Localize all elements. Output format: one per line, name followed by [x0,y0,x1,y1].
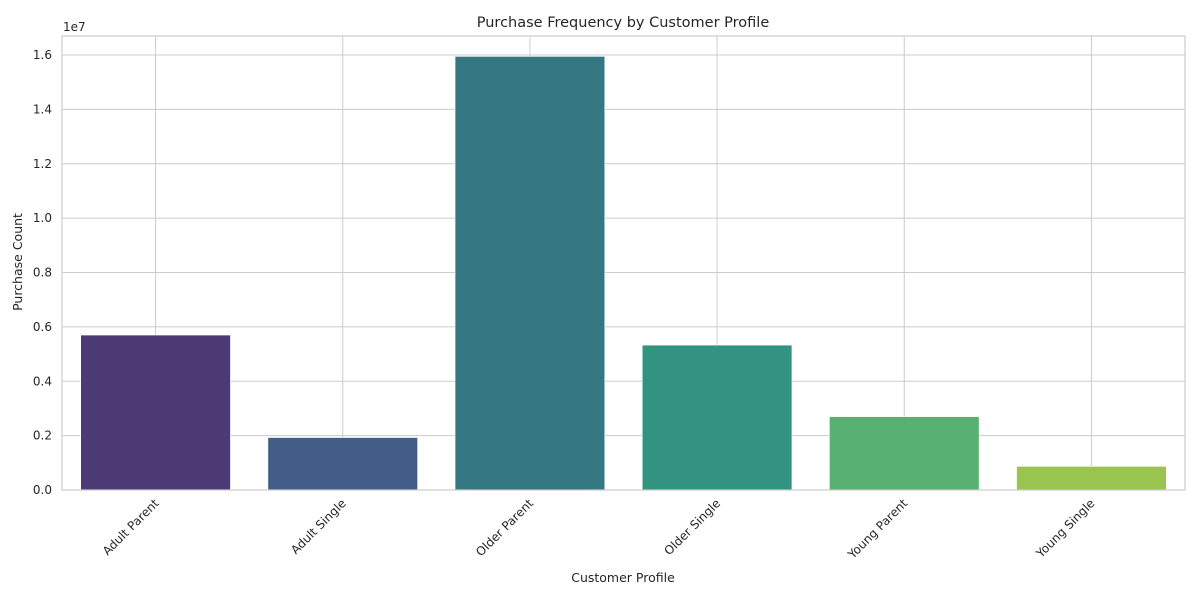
plot-frame [61,35,1186,491]
x-tick-label: Adult Single [288,496,349,557]
x-tick-labels: Adult Parent Adult Single Older Parent Olde… [100,496,1098,562]
x-tick-label: Older Parent [473,496,536,559]
bars [80,56,1167,491]
y-tick-label: 1.2 [33,157,52,171]
y-tick-label: 0.6 [33,320,52,334]
y-tick-label: 1.0 [33,211,52,225]
y-tick-label: 0.8 [33,266,52,280]
bar-adult-single [267,437,418,491]
x-tick-label: Young Single [1033,496,1098,561]
y-tick-label: 0.4 [33,374,52,388]
y-tick-label: 0.2 [33,429,52,443]
chart-title: Purchase Frequency by Customer Profile [477,15,770,31]
bar-adult-parent [80,334,231,491]
y-tick-label: 1.6 [33,48,52,62]
x-axis-label: Customer Profile [571,570,675,585]
x-tick-label: Older Single [661,496,723,558]
bar-young-parent [829,416,980,491]
axes [61,35,1186,491]
bar-older-parent [454,56,606,491]
y-tick-labels: 0.0 0.2 0.4 0.6 0.8 1.0 1.2 1.4 1.6 [33,48,52,497]
x-tick-label: Adult Parent [100,496,162,558]
y-tick-label: 0.0 [33,483,52,497]
y-offset-label: 1e7 [63,20,86,34]
y-tick-label: 1.4 [33,102,52,116]
x-tick-label: Young Parent [845,496,911,562]
bar-young-single [1016,466,1167,491]
bar-older-single [641,344,793,491]
y-axis-label: Purchase Count [10,213,25,311]
